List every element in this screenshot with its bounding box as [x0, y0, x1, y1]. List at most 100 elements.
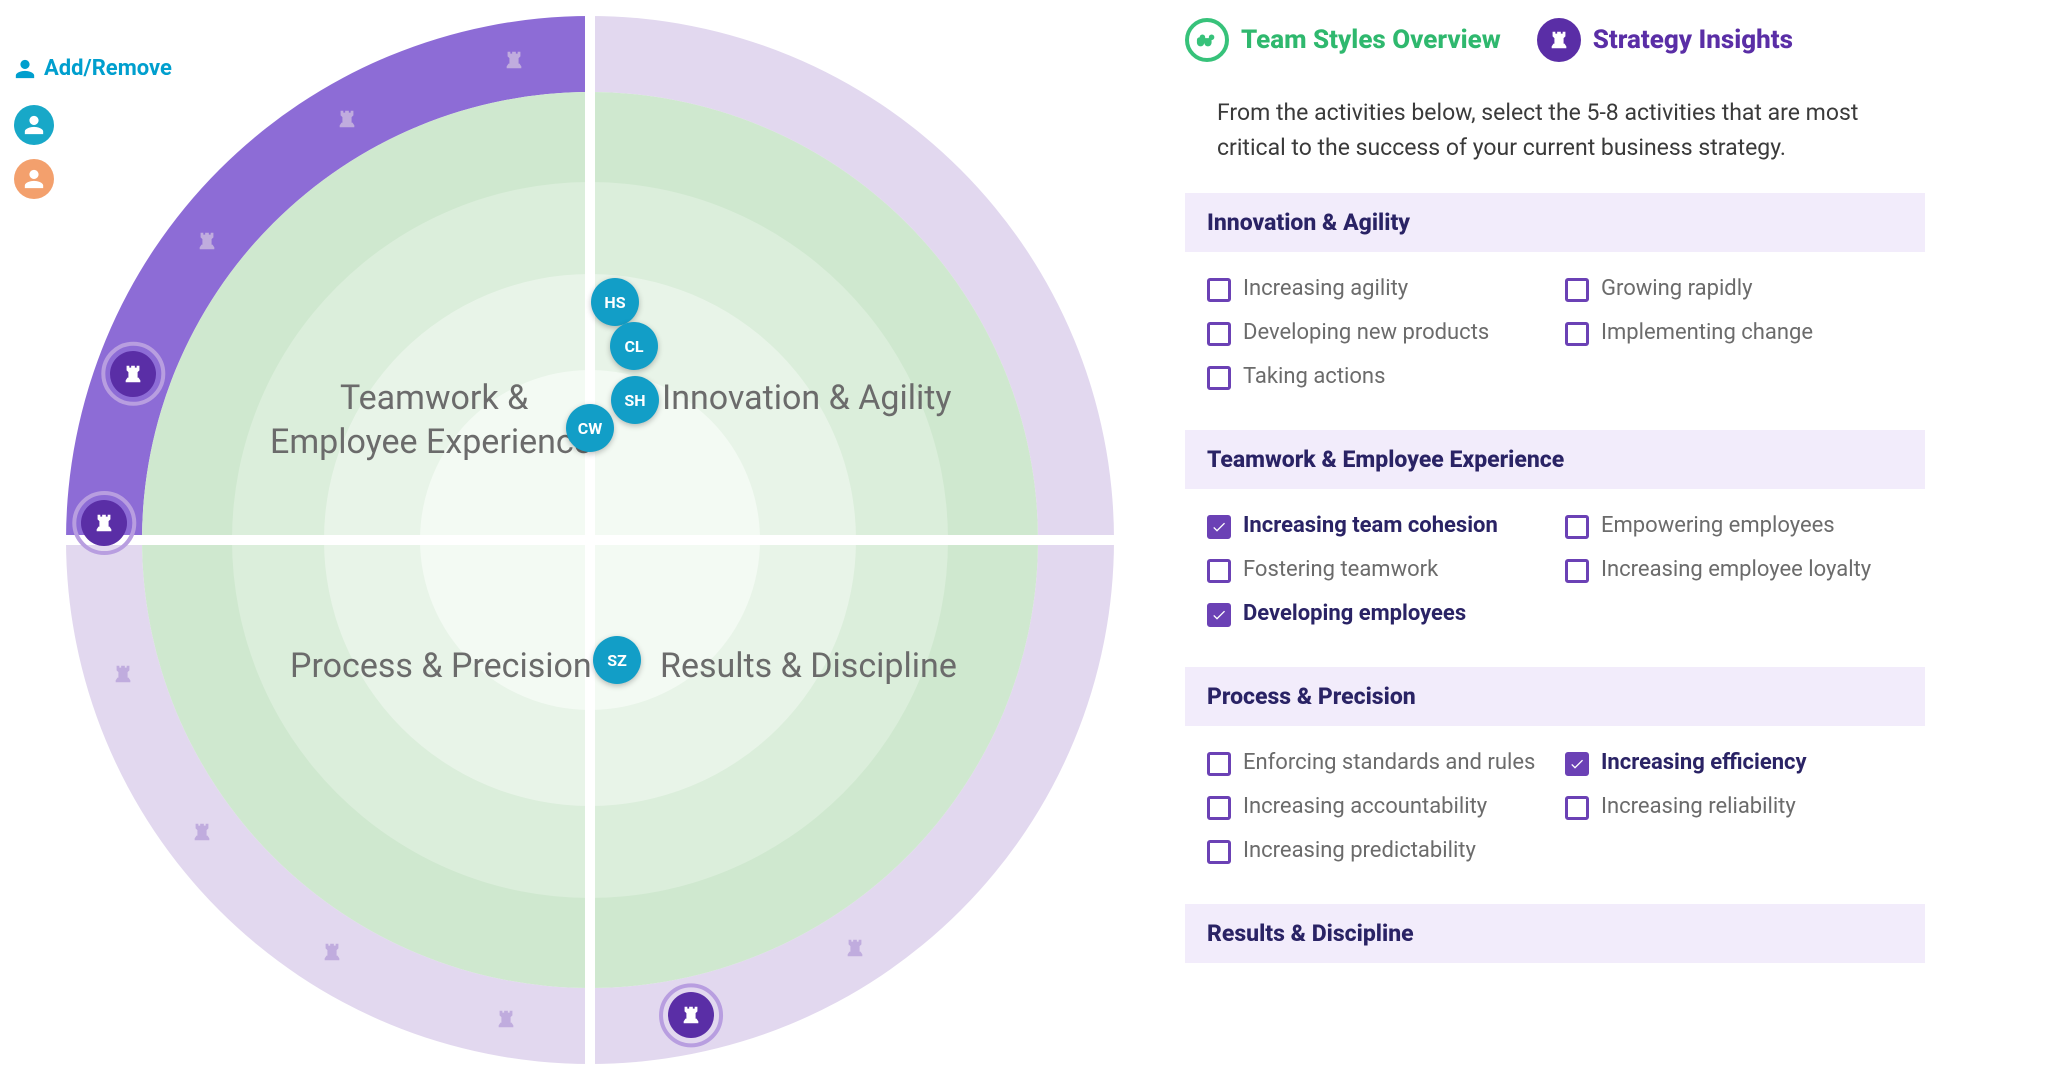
checkbox	[1565, 559, 1589, 583]
team-member-node[interactable]: CW	[566, 404, 614, 452]
rook-icon	[191, 821, 213, 843]
avatar-teal[interactable]	[14, 105, 54, 145]
activity-option[interactable]: Increasing predictability	[1207, 838, 1545, 864]
section-results: Results & Discipline	[1185, 904, 1925, 963]
activity-option[interactable]: Taking actions	[1207, 364, 1545, 390]
quadrant-chart-svg	[60, 10, 1120, 1070]
activity-option[interactable]: Enforcing standards and rules	[1207, 750, 1545, 776]
section-header: Results & Discipline	[1185, 904, 1925, 963]
activity-label: Empowering employees	[1601, 513, 1835, 538]
ring-rook-marker[interactable]	[324, 96, 370, 142]
activity-option[interactable]: Increasing agility	[1207, 276, 1545, 302]
activity-label: Developing employees	[1243, 601, 1466, 626]
team-member-node[interactable]: SZ	[593, 636, 641, 684]
check-icon	[1211, 607, 1227, 623]
activity-option[interactable]: Implementing change	[1565, 320, 1903, 346]
activity-label: Increasing employee loyalty	[1601, 557, 1871, 582]
section-header: Teamwork & Employee Experience	[1185, 430, 1925, 489]
team-member-node[interactable]: SH	[611, 376, 659, 424]
activity-option[interactable]: Increasing reliability	[1565, 794, 1903, 820]
activity-label: Increasing efficiency	[1601, 750, 1807, 775]
team-member-node[interactable]: HS	[591, 278, 639, 326]
activity-option[interactable]: Growing rapidly	[1565, 276, 1903, 302]
section-process: Process & PrecisionEnforcing standards a…	[1185, 667, 1925, 876]
tab-strategy-insights[interactable]: Strategy Insights	[1537, 18, 1793, 62]
checkbox	[1565, 322, 1589, 346]
activity-option[interactable]: Increasing team cohesion	[1207, 513, 1545, 539]
ring-rook-marker[interactable]	[483, 996, 529, 1042]
section-options: Increasing agility Growing rapidly Develop…	[1185, 252, 1925, 402]
ring-rook-marker[interactable]	[491, 37, 537, 83]
rook-icon	[495, 1008, 517, 1030]
activity-label: Increasing reliability	[1601, 794, 1796, 819]
team-member-node[interactable]: CL	[610, 322, 658, 370]
activity-option[interactable]: Increasing employee loyalty	[1565, 557, 1903, 583]
checkbox	[1207, 752, 1231, 776]
checkbox	[1207, 559, 1231, 583]
activity-label: Implementing change	[1601, 320, 1813, 345]
checkbox	[1207, 840, 1231, 864]
checkbox	[1207, 603, 1231, 627]
rook-icon	[503, 49, 525, 71]
right-panel: Team Styles Overview Strategy Insights F…	[1185, 18, 1925, 963]
tab-overview-label: Team Styles Overview	[1241, 25, 1501, 55]
activity-option[interactable]: Developing employees	[1207, 601, 1545, 627]
rook-icon	[112, 663, 134, 685]
activity-label: Fostering teamwork	[1243, 557, 1438, 582]
activity-label: Increasing agility	[1243, 276, 1408, 301]
section-header: Innovation & Agility	[1185, 193, 1925, 252]
rook-icon-circle	[1537, 18, 1581, 62]
activity-option[interactable]: Increasing accountability	[1207, 794, 1545, 820]
activity-label: Increasing predictability	[1243, 838, 1476, 863]
activity-label: Increasing team cohesion	[1243, 513, 1498, 538]
checkbox	[1565, 278, 1589, 302]
rook-icon	[321, 941, 343, 963]
binoculars-icon-circle	[1185, 18, 1229, 62]
quadrant-chart: Teamwork & Employee Experience Innovatio…	[60, 10, 1120, 1070]
person-icon	[23, 114, 45, 136]
section-options: Enforcing standards and rules Increasing …	[1185, 726, 1925, 876]
checkbox	[1565, 515, 1589, 539]
ring-rook-marker[interactable]	[110, 351, 156, 397]
rook-icon	[122, 363, 144, 385]
checkbox	[1207, 796, 1231, 820]
activity-label: Taking actions	[1243, 364, 1385, 389]
tabs: Team Styles Overview Strategy Insights	[1185, 18, 1925, 62]
rook-icon	[680, 1004, 702, 1026]
ring-rook-marker[interactable]	[81, 500, 127, 546]
check-icon	[1211, 519, 1227, 535]
ring-rook-marker[interactable]	[832, 925, 878, 971]
rook-icon	[336, 108, 358, 130]
ring-rook-marker[interactable]	[100, 651, 146, 697]
checkbox	[1207, 515, 1231, 539]
checkbox	[1207, 322, 1231, 346]
rook-icon	[844, 937, 866, 959]
activity-label: Increasing accountability	[1243, 794, 1487, 819]
instructions-text: From the activities below, select the 5-…	[1185, 96, 1925, 165]
section-header: Process & Precision	[1185, 667, 1925, 726]
ring-rook-marker[interactable]	[179, 809, 225, 855]
tab-team-styles-overview[interactable]: Team Styles Overview	[1185, 18, 1501, 62]
section-teamwork: Teamwork & Employee ExperienceIncreasing…	[1185, 430, 1925, 639]
section-innovation: Innovation & Agility Increasing agility Gr…	[1185, 193, 1925, 402]
activity-option[interactable]: Developing new products	[1207, 320, 1545, 346]
activity-option[interactable]: Fostering teamwork	[1207, 557, 1545, 583]
rook-icon	[196, 230, 218, 252]
checkbox	[1207, 366, 1231, 390]
checkbox	[1565, 796, 1589, 820]
ring-rook-marker[interactable]	[184, 218, 230, 264]
activity-option[interactable]: Empowering employees	[1565, 513, 1903, 539]
activity-label: Enforcing standards and rules	[1243, 750, 1535, 775]
avatar-orange[interactable]	[14, 159, 54, 199]
activity-label: Developing new products	[1243, 320, 1489, 345]
binoculars-icon	[1196, 29, 1218, 51]
person-add-icon	[14, 58, 36, 80]
rook-icon	[1548, 29, 1570, 51]
activity-label: Growing rapidly	[1601, 276, 1752, 301]
activity-option[interactable]: Increasing efficiency	[1565, 750, 1903, 776]
checkbox	[1565, 752, 1589, 776]
section-options: Increasing team cohesion Empowering emplo…	[1185, 489, 1925, 639]
tab-insights-label: Strategy Insights	[1593, 25, 1793, 55]
checkbox	[1207, 278, 1231, 302]
rook-icon	[93, 512, 115, 534]
